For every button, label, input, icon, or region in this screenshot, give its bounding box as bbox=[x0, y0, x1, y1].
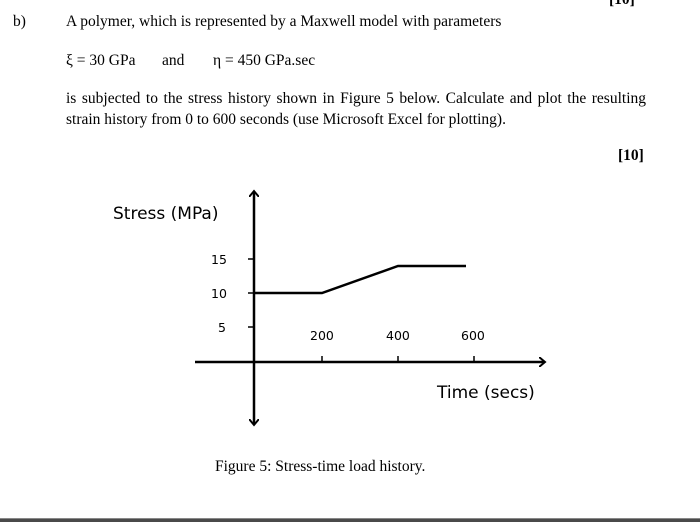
x-axis-label: Time (secs) bbox=[437, 383, 535, 403]
parameter-xi: ξ = 30 GPa bbox=[66, 52, 136, 69]
x-tick-label-200: 200 bbox=[310, 328, 334, 343]
stress-line bbox=[254, 264, 466, 295]
page-bottom-border bbox=[0, 518, 700, 522]
question-marks: [10] bbox=[618, 147, 644, 164]
y-tick-label-15: 15 bbox=[211, 252, 227, 267]
question-intro: A polymer, which is represented by a Max… bbox=[66, 13, 502, 30]
y-axis-label: Stress (MPa) bbox=[113, 204, 219, 224]
parameter-eta: η = 450 GPa.sec bbox=[213, 52, 316, 69]
y-tick-label-5: 5 bbox=[218, 320, 226, 335]
previous-marks: [10] bbox=[609, 0, 635, 9]
figure-caption: Figure 5: Stress-time load history. bbox=[215, 458, 426, 475]
parameter-connector: and bbox=[162, 52, 185, 69]
x-tick-label-400: 400 bbox=[386, 328, 410, 343]
y-tick-label-10: 10 bbox=[211, 286, 227, 301]
question-body: is subjected to the stress history shown… bbox=[66, 90, 646, 128]
question-label: b) bbox=[13, 13, 26, 30]
x-tick-label-600: 600 bbox=[461, 328, 485, 343]
